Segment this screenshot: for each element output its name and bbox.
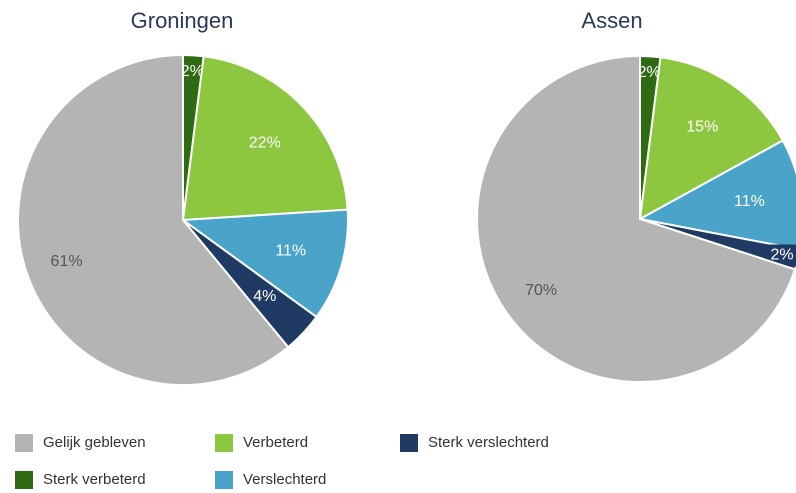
legend-label: Gelijk gebleven bbox=[43, 434, 146, 451]
data-label: 61% bbox=[51, 253, 83, 270]
data-label: 11% bbox=[734, 193, 765, 210]
legend-swatch bbox=[215, 434, 233, 452]
data-label: 2% bbox=[638, 64, 661, 81]
data-label: 4% bbox=[253, 288, 276, 305]
legend-swatch bbox=[215, 471, 233, 489]
chart-title: Groningen bbox=[131, 8, 234, 33]
data-label: 2% bbox=[771, 247, 794, 264]
pie-slice bbox=[17, 53, 290, 386]
legend-swatch bbox=[400, 434, 418, 452]
legend-label: Verbeterd bbox=[243, 434, 308, 451]
legend-swatch bbox=[15, 434, 33, 452]
data-label: 70% bbox=[525, 282, 557, 299]
pie-slice bbox=[637, 139, 796, 250]
pie-slice bbox=[180, 208, 349, 319]
data-label: 11% bbox=[275, 243, 306, 260]
legend-swatch bbox=[15, 471, 33, 489]
data-label: 22% bbox=[249, 134, 281, 151]
legend-label: Verslechterd bbox=[243, 471, 326, 488]
pie-slice bbox=[476, 54, 796, 383]
chart-title: Assen bbox=[581, 8, 642, 33]
pie-slice bbox=[181, 55, 349, 222]
data-label: 2% bbox=[181, 63, 204, 80]
data-label: 15% bbox=[686, 119, 718, 136]
legend-label: Sterk verslechterd bbox=[428, 434, 549, 451]
pie-slice bbox=[638, 56, 785, 221]
legend-label: Sterk verbeterd bbox=[43, 471, 146, 488]
